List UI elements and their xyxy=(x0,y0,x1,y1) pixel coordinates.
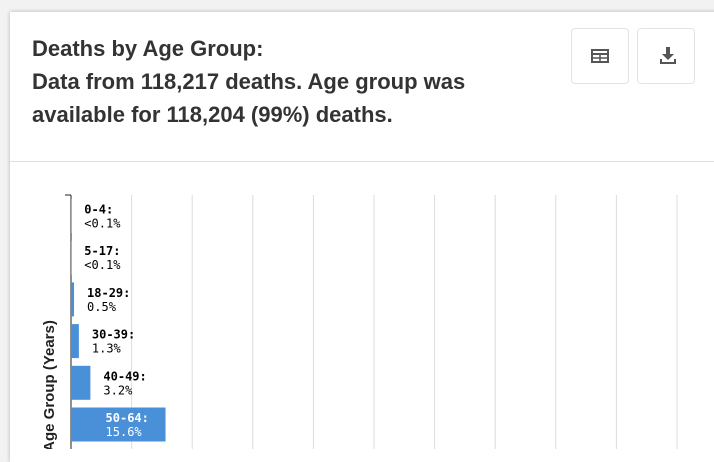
y-axis-label: Age Group (Years) xyxy=(41,320,58,449)
value-label: <0.1% xyxy=(84,217,121,231)
value-label: 1.3% xyxy=(92,342,122,356)
category-label: 40-49: xyxy=(103,369,146,383)
category-label: 50-64: xyxy=(106,411,149,425)
category-label: 0-4: xyxy=(84,203,113,217)
bar xyxy=(71,366,90,400)
page: {"chart_data": {"type": "barh", "title":… xyxy=(0,0,714,449)
bar xyxy=(71,324,79,358)
bar xyxy=(71,282,74,316)
category-label: 5-17: xyxy=(84,244,120,258)
value-label: <0.1% xyxy=(84,258,121,272)
value-label: 0.5% xyxy=(87,300,117,314)
category-label: 18-29: xyxy=(87,286,130,300)
value-label: 15.6% xyxy=(106,425,143,439)
card: Deaths by Age Group: Data from 118,217 d… xyxy=(10,12,714,462)
chart: Age Group (Years)0-4:<0.1%5-17:<0.1%18-2… xyxy=(10,12,714,449)
value-label: 3.2% xyxy=(103,383,133,397)
category-label: 30-39: xyxy=(92,328,135,342)
